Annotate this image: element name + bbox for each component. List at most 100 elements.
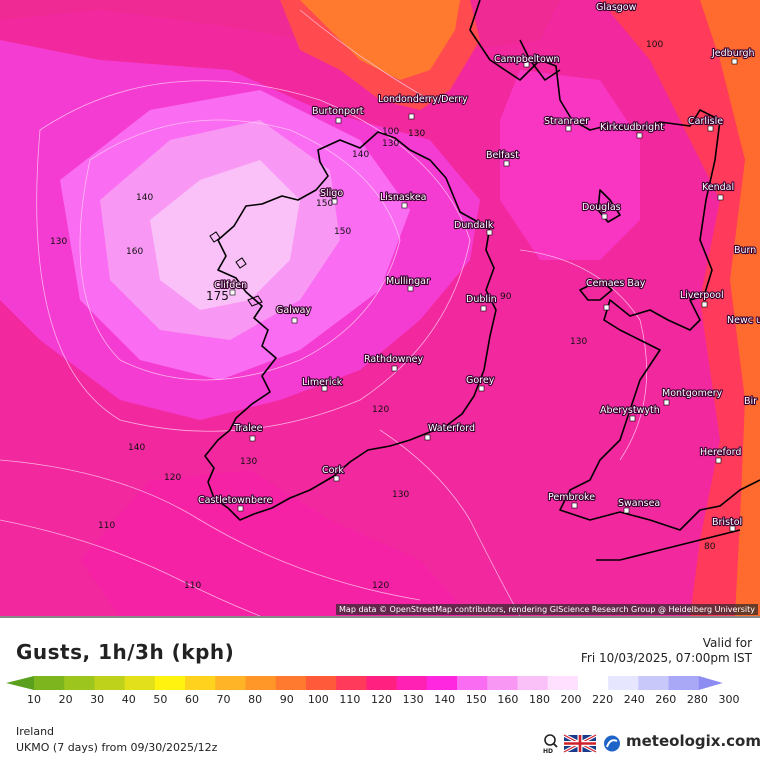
- legend-swatch: [185, 676, 216, 690]
- legend-tick-label: 200: [561, 693, 582, 704]
- city-label: Newc undl Lym: [727, 315, 760, 326]
- city-label: Belfast: [486, 150, 519, 161]
- legend-swatch: [34, 676, 65, 690]
- legend-tick-label: 130: [403, 693, 424, 704]
- legend-arrow-left: [6, 676, 34, 690]
- legend-swatch: [64, 676, 95, 690]
- hd-search-icon[interactable]: HD: [543, 734, 558, 755]
- contour-label: 140: [352, 150, 369, 160]
- legend-swatch: [305, 676, 337, 690]
- legend-tick-label: 80: [248, 693, 262, 704]
- legend-arrow-right: [698, 676, 723, 690]
- model-run-label: UKMO (7 days) from 09/30/2025/12z: [16, 741, 218, 754]
- legend-tick-label: 60: [185, 693, 199, 704]
- city-label: Burtonport: [312, 106, 364, 117]
- contour-label: 130: [382, 139, 399, 149]
- city-label: Kendal: [702, 182, 734, 193]
- legend-tick-label: 150: [466, 693, 487, 704]
- city-label: Jedburgh: [711, 48, 755, 59]
- valid-label: Valid for: [702, 636, 752, 650]
- city-label: Pembroke: [548, 492, 595, 503]
- contour-label: 175: [206, 289, 229, 303]
- brand-name[interactable]: meteologix.com: [626, 732, 760, 750]
- city-label: Sligo: [320, 188, 343, 199]
- contour-label: 130: [50, 237, 67, 247]
- legend-swatch: [275, 676, 307, 690]
- weather-map[interactable]: Glasgow Jedburgh Campbeltown Burtonport …: [0, 0, 760, 616]
- legend-swatch: [336, 676, 367, 690]
- legend-swatch: [517, 676, 549, 690]
- legend-swatch: [668, 676, 700, 690]
- city-label: Cemaes Bay: [586, 278, 646, 289]
- contour-label: 120: [372, 581, 389, 591]
- legend-tick-label: 260: [655, 693, 676, 704]
- legend-swatch: [487, 676, 518, 690]
- city-label: Lisnaskea: [380, 192, 427, 203]
- contour-label: 140: [136, 193, 153, 203]
- city-label: Douglas: [582, 202, 621, 213]
- contour-label: 140: [128, 443, 145, 453]
- city-label: Rathdowney: [364, 354, 423, 365]
- color-scale-legend: 10 20 30 40 50 60 70 80 90 100 110 120 130 140 150 160 1…: [0, 672, 760, 706]
- valid-time: Fri 10/03/2025, 07:00pm IST: [580, 651, 752, 665]
- contour-label: 90: [500, 292, 512, 302]
- contour-label: 150: [334, 227, 351, 237]
- legend-tick-label: 280: [687, 693, 708, 704]
- city-label: Dundalk: [454, 220, 494, 231]
- legend-swatch: [608, 676, 639, 690]
- legend-tick-label: 160: [497, 693, 518, 704]
- legend-swatch: [124, 676, 156, 690]
- city-label: Clifden: [214, 280, 247, 291]
- city-label: Carlisle: [688, 116, 723, 127]
- legend-tick-label: 180: [529, 693, 550, 704]
- legend-swatch: [94, 676, 126, 690]
- city-label: Limerick: [302, 377, 343, 388]
- contour-label: 160: [126, 247, 143, 257]
- legend-tick-label: 110: [339, 693, 360, 704]
- city-label: Liverpool: [680, 290, 724, 301]
- legend-tick-label: 10: [27, 693, 41, 704]
- city-label: Swansea: [618, 498, 660, 509]
- city-label: Londonderry/Derry: [378, 94, 468, 105]
- hd-label: HD: [543, 748, 553, 754]
- legend-swatch: [396, 676, 428, 690]
- contour-label: 130: [570, 337, 587, 347]
- meteologix-logo-icon: [604, 735, 620, 752]
- legend-tick-label: 40: [122, 693, 136, 704]
- city-label: Galway: [276, 305, 311, 316]
- contour-label: 130: [392, 490, 409, 500]
- city-label: Aberystwyth: [600, 405, 660, 416]
- city-label: Mullingar: [386, 276, 430, 287]
- city-label: Dublin: [466, 294, 497, 305]
- uk-flag-icon[interactable]: [563, 733, 597, 754]
- legend-swatch: [457, 676, 488, 690]
- region-label: Ireland: [16, 725, 55, 738]
- brand-bar: HD meteologix.com: [540, 732, 760, 755]
- legend-tick-label: 20: [59, 693, 73, 704]
- legend-tick-label: 30: [90, 693, 104, 704]
- legend-swatch: [426, 676, 458, 690]
- contour-label: 120: [372, 405, 389, 415]
- legend-swatch: [638, 676, 670, 690]
- contour-label: 110: [98, 521, 115, 531]
- contour-label: 150: [316, 199, 333, 209]
- city-label: Bristol: [712, 517, 742, 528]
- city-label: Cork: [322, 465, 344, 476]
- city-label: Gorey: [466, 375, 495, 386]
- legend-swatch: [154, 676, 186, 690]
- city-label: Kirkcudbright: [600, 122, 664, 133]
- city-label: Tralee: [233, 423, 263, 434]
- map-attribution: Map data © OpenStreetMap contributors, r…: [336, 604, 758, 615]
- legend-tick-label: 70: [217, 693, 231, 704]
- contour-label: 80: [704, 542, 716, 552]
- legend-swatch: [577, 676, 609, 690]
- legend-tick-label: 100: [308, 693, 329, 704]
- city-label: Burn: [734, 245, 756, 256]
- city-label: Montgomery: [662, 388, 723, 399]
- contour-label: 110: [184, 581, 201, 591]
- contour-label: 100: [646, 40, 663, 50]
- city-label: Stranraer: [544, 116, 589, 127]
- legend-swatch: [215, 676, 247, 690]
- map-title: Gusts, 1h/3h (kph): [16, 640, 235, 664]
- contour-label: 130: [240, 457, 257, 467]
